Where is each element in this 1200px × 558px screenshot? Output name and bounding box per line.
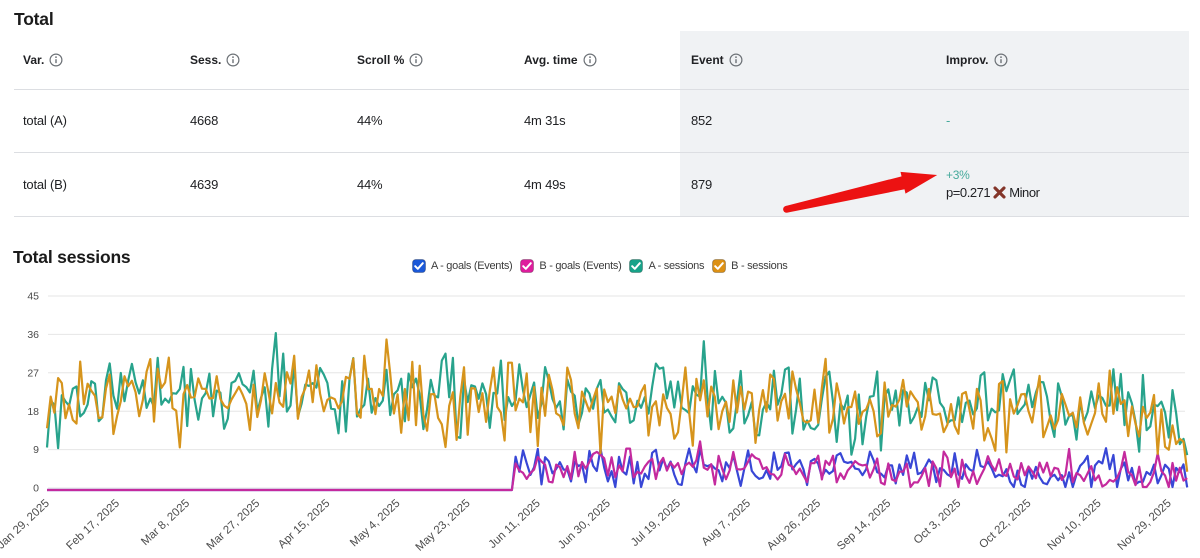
svg-text:Oct 3, 2025: Oct 3, 2025 [912,497,964,546]
svg-text:Apr 15, 2025: Apr 15, 2025 [276,497,332,551]
svg-text:Aug 26, 2025: Aug 26, 2025 [765,497,823,552]
svg-text:Jul 19, 2025: Jul 19, 2025 [629,497,683,549]
svg-text:Jan 29, 2025: Jan 29, 2025 [0,497,52,551]
svg-text:Jun 11, 2025: Jun 11, 2025 [487,497,543,551]
svg-text:27: 27 [27,367,39,379]
svg-text:Feb 17, 2025: Feb 17, 2025 [64,497,122,552]
svg-text:Jun 30, 2025: Jun 30, 2025 [556,497,613,551]
svg-text:Oct 22, 2025: Oct 22, 2025 [977,497,1033,551]
svg-text:Nov 29, 2025: Nov 29, 2025 [1116,497,1174,552]
svg-text:Nov 10, 2025: Nov 10, 2025 [1046,497,1104,552]
svg-text:Sep 14, 2025: Sep 14, 2025 [835,497,893,552]
svg-text:18: 18 [27,406,39,418]
svg-text:Aug 7, 2025: Aug 7, 2025 [700,497,754,548]
svg-text:May 23, 2025: May 23, 2025 [414,497,473,553]
svg-text:9: 9 [33,444,39,456]
svg-text:Mar 27, 2025: Mar 27, 2025 [205,497,263,552]
svg-text:Mar 8, 2025: Mar 8, 2025 [139,497,192,548]
svg-text:0: 0 [33,483,39,495]
svg-text:45: 45 [27,291,39,303]
svg-text:May 4, 2025: May 4, 2025 [348,497,402,549]
svg-text:36: 36 [27,329,39,341]
